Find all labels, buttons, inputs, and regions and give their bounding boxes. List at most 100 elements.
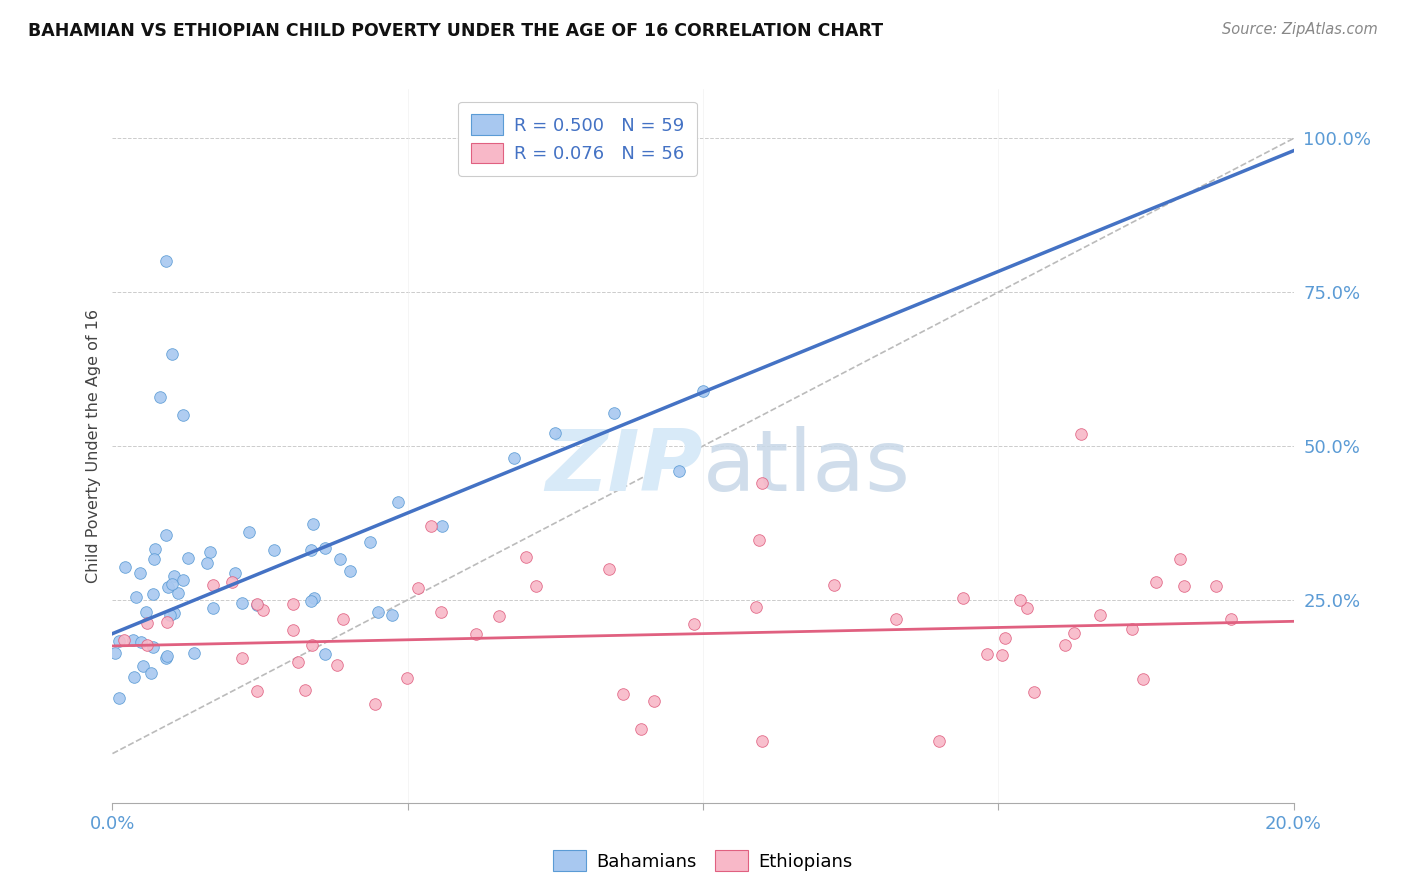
- Point: [155, 528, 177, 542]
- Point: [129, 566, 152, 581]
- Point: [994, 632, 1017, 646]
- Point: [135, 605, 157, 619]
- Point: [122, 670, 145, 684]
- Point: [301, 639, 323, 653]
- Point: [668, 464, 690, 478]
- Point: [163, 569, 186, 583]
- Point: [135, 615, 157, 630]
- Point: [155, 615, 177, 629]
- Point: [745, 599, 768, 614]
- Legend: R = 0.500   N = 59, R = 0.076   N = 56: R = 0.500 N = 59, R = 0.076 N = 56: [458, 102, 697, 176]
- Point: [202, 601, 225, 615]
- Point: [172, 409, 194, 423]
- Point: [326, 657, 349, 672]
- Point: [155, 651, 177, 665]
- Point: [162, 577, 184, 591]
- Point: [149, 390, 172, 404]
- Point: [231, 595, 253, 609]
- Point: [104, 646, 127, 660]
- Point: [157, 580, 180, 594]
- Point: [515, 549, 537, 564]
- Point: [252, 603, 274, 617]
- Point: [155, 254, 177, 268]
- Point: [136, 638, 159, 652]
- Point: [142, 640, 165, 654]
- Point: [1220, 612, 1243, 626]
- Point: [1132, 672, 1154, 686]
- Text: BAHAMIAN VS ETHIOPIAN CHILD POVERTY UNDER THE AGE OF 16 CORRELATION CHART: BAHAMIAN VS ETHIOPIAN CHILD POVERTY UNDE…: [28, 22, 883, 40]
- Point: [131, 659, 153, 673]
- Point: [928, 734, 950, 748]
- Point: [406, 581, 429, 595]
- Point: [1121, 622, 1143, 636]
- Point: [160, 347, 183, 361]
- Text: atlas: atlas: [703, 425, 911, 509]
- Point: [381, 607, 404, 622]
- Point: [748, 533, 770, 547]
- Point: [195, 556, 218, 570]
- Point: [287, 655, 309, 669]
- Point: [167, 585, 190, 599]
- Point: [299, 594, 322, 608]
- Point: [329, 552, 352, 566]
- Point: [464, 627, 486, 641]
- Point: [114, 633, 136, 648]
- Point: [603, 406, 626, 420]
- Point: [302, 516, 325, 531]
- Point: [246, 684, 269, 698]
- Point: [107, 634, 129, 648]
- Point: [430, 605, 453, 619]
- Point: [1010, 593, 1032, 607]
- Point: [263, 542, 285, 557]
- Point: [396, 671, 419, 685]
- Point: [503, 451, 526, 466]
- Point: [1088, 607, 1111, 622]
- Point: [823, 578, 845, 592]
- Point: [367, 605, 389, 619]
- Point: [172, 573, 194, 587]
- Point: [359, 535, 381, 549]
- Point: [159, 607, 181, 622]
- Point: [238, 524, 260, 539]
- Point: [108, 690, 131, 705]
- Point: [294, 683, 316, 698]
- Legend: Bahamians, Ethiopians: Bahamians, Ethiopians: [546, 843, 860, 879]
- Point: [643, 694, 665, 708]
- Point: [1144, 575, 1167, 590]
- Point: [143, 542, 166, 557]
- Point: [751, 734, 773, 748]
- Point: [991, 648, 1014, 662]
- Point: [598, 562, 620, 576]
- Point: [1063, 626, 1085, 640]
- Point: [314, 541, 336, 556]
- Point: [387, 494, 409, 508]
- Point: [124, 590, 146, 604]
- Point: [283, 623, 305, 637]
- Point: [163, 606, 186, 620]
- Point: [121, 633, 143, 648]
- Point: [430, 518, 453, 533]
- Y-axis label: Child Poverty Under the Age of 16: Child Poverty Under the Age of 16: [86, 309, 101, 583]
- Point: [526, 578, 548, 592]
- Point: [751, 475, 773, 490]
- Point: [200, 545, 222, 559]
- Point: [1170, 552, 1192, 566]
- Point: [976, 648, 998, 662]
- Point: [364, 698, 387, 712]
- Point: [201, 578, 224, 592]
- Point: [1173, 578, 1195, 592]
- Point: [114, 560, 136, 574]
- Point: [544, 426, 567, 441]
- Point: [246, 597, 269, 611]
- Point: [156, 648, 179, 663]
- Point: [884, 612, 907, 626]
- Point: [1022, 685, 1045, 699]
- Point: [952, 591, 974, 605]
- Point: [142, 587, 165, 601]
- Point: [1015, 601, 1038, 615]
- Point: [304, 591, 326, 606]
- Point: [630, 722, 652, 736]
- Point: [692, 384, 714, 398]
- Point: [142, 552, 165, 566]
- Point: [682, 617, 704, 632]
